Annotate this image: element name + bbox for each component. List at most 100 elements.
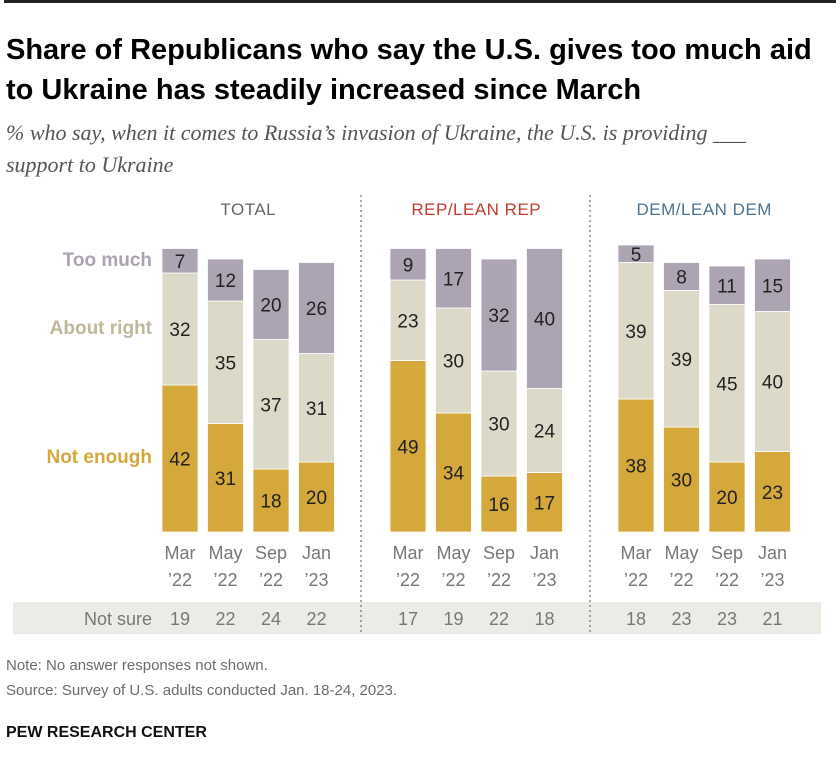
data-label-not-enough: 23 [762, 483, 783, 504]
data-label-not-enough: 42 [169, 450, 190, 471]
x-tick-month: May [208, 543, 242, 563]
data-label-not-enough: 20 [716, 488, 737, 509]
not-sure-value: 22 [306, 609, 326, 629]
panel-header: DEM/LEAN DEM [637, 200, 772, 219]
x-tick-month: Sep [255, 543, 287, 563]
legend-too-much: Too much [63, 250, 152, 271]
x-tick-year: ’22 [213, 570, 237, 590]
bar-about-right [252, 339, 290, 470]
data-label-too-much: 17 [443, 269, 464, 290]
bar-not-enough [389, 360, 427, 533]
chart-title: Share of Republicans who say the U.S. gi… [6, 34, 812, 106]
data-label-too-much: 32 [488, 306, 509, 327]
bar-too-much [252, 269, 290, 340]
top-rule [4, 0, 836, 3]
data-label-not-enough: 30 [671, 471, 692, 492]
data-label-too-much: 8 [676, 268, 687, 289]
bar-about-right [617, 262, 655, 400]
bar-about-right [663, 290, 700, 428]
not-sure-label: Not sure [84, 609, 152, 629]
x-tick-month: Jan [302, 543, 331, 563]
x-tick-year: ’22 [669, 570, 693, 590]
bar-about-right [435, 307, 472, 414]
data-label-not-enough: 49 [397, 437, 418, 458]
x-tick-month: Sep [711, 543, 743, 563]
x-tick-year: ’22 [487, 570, 511, 590]
data-label-about-right: 40 [762, 373, 783, 394]
x-tick-month: Mar [393, 543, 424, 563]
not-sure-value: 19 [170, 609, 190, 629]
bar-about-right [161, 272, 199, 386]
not-sure-value: 22 [489, 609, 509, 629]
data-label-about-right: 24 [534, 422, 556, 443]
bar-too-much [435, 248, 472, 309]
data-label-not-enough: 38 [625, 457, 646, 478]
x-tick-month: Mar [165, 543, 196, 563]
legend-not-enough: Not enough [46, 447, 152, 468]
bar-not-enough [298, 461, 335, 533]
bar-too-much [754, 258, 791, 312]
x-tick-year: ’23 [532, 570, 556, 590]
x-tick-month: Jan [530, 543, 559, 563]
bar-too-much [708, 265, 746, 305]
bar-about-right [207, 300, 244, 424]
data-label-about-right: 23 [397, 311, 418, 332]
data-label-about-right: 45 [716, 374, 737, 395]
not-sure-value: 21 [762, 609, 782, 629]
x-tick-year: ’22 [624, 570, 648, 590]
x-tick-month: Sep [483, 543, 515, 563]
bar-too-much [207, 258, 244, 302]
bar-about-right [754, 311, 791, 452]
not-sure-value: 22 [215, 609, 235, 629]
bar-about-right [526, 388, 563, 473]
data-label-about-right: 39 [671, 350, 692, 371]
x-tick-month: Jan [758, 543, 787, 563]
data-label-too-much: 11 [717, 276, 737, 297]
bar-too-much [298, 262, 335, 354]
bar-too-much [480, 258, 518, 372]
data-label-about-right: 39 [625, 322, 646, 343]
note: Note: No answer responses not shown. [6, 657, 268, 674]
not-sure-band [13, 602, 821, 634]
not-sure-value: 24 [261, 609, 281, 629]
brand-logo-text: PEW RESEARCH CENTER [6, 724, 207, 741]
bar-not-enough [617, 398, 655, 533]
x-tick-month: May [664, 543, 698, 563]
bar-not-enough [663, 426, 700, 533]
bar-too-much [526, 248, 563, 389]
data-label-too-much: 15 [762, 276, 783, 297]
not-sure-value: 18 [626, 609, 646, 629]
bar-not-enough [252, 468, 290, 533]
data-label-too-much: 40 [534, 310, 555, 331]
data-label-not-enough: 34 [443, 464, 465, 485]
bar-too-much [389, 248, 427, 281]
data-label-about-right: 32 [169, 320, 190, 341]
not-sure-value: 19 [443, 609, 463, 629]
source: Source: Survey of U.S. adults conducted … [6, 682, 398, 699]
bar-too-much [663, 262, 700, 291]
x-tick-month: May [436, 543, 470, 563]
legend-about-right: About right [50, 318, 153, 339]
not-sure-value: 17 [398, 609, 418, 629]
bar-about-right [298, 353, 335, 463]
bar-not-enough [207, 423, 244, 533]
x-tick-month: Mar [621, 543, 652, 563]
bar-not-enough [480, 475, 518, 533]
data-label-too-much: 5 [631, 245, 642, 266]
data-label-not-enough: 20 [306, 488, 327, 509]
x-tick-year: ’23 [760, 570, 784, 590]
data-label-not-enough: 17 [534, 493, 555, 514]
data-label-too-much: 20 [260, 296, 281, 317]
bar-too-much [617, 244, 655, 263]
bar-too-much [161, 248, 199, 274]
bar-not-enough [708, 461, 746, 533]
x-tick-year: ’22 [168, 570, 192, 590]
data-label-too-much: 9 [403, 255, 414, 276]
data-label-about-right: 31 [306, 399, 327, 420]
data-label-too-much: 26 [306, 299, 327, 320]
data-label-not-enough: 18 [260, 492, 281, 513]
x-tick-year: ’22 [715, 570, 739, 590]
data-label-about-right: 35 [215, 353, 236, 374]
